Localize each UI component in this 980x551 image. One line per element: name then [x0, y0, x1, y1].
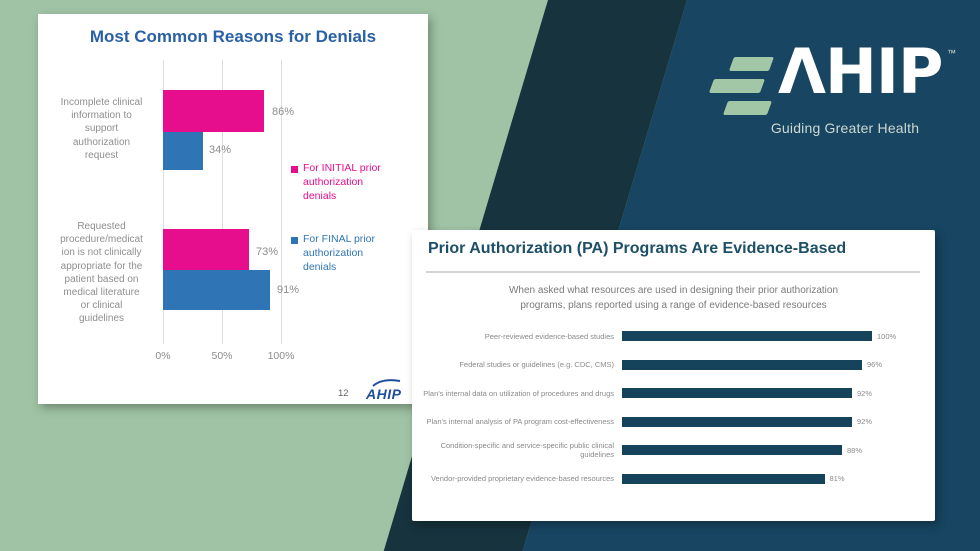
- bar-value: 81%: [829, 474, 845, 484]
- bar-final-not-appropriate: [163, 270, 271, 310]
- bar-value: 100%: [877, 331, 897, 341]
- legend-swatch-initial: [291, 166, 298, 173]
- legend-label-initial: For INITIAL prior authorization denials: [303, 162, 381, 203]
- slide-page-number: 12: [338, 388, 349, 399]
- ahip-footer-swoosh-icon: [372, 379, 401, 387]
- title-divider: [426, 271, 920, 273]
- value-label-91: 91%: [277, 284, 300, 296]
- legend-label-final: For FINAL prior authorization denials: [303, 233, 375, 274]
- ahip-footer-logo: AHIP: [366, 386, 402, 402]
- bar-row: Vendor-provided proprietary evidence-bas…: [412, 465, 935, 494]
- bar-row: Plan's internal data on utilization of p…: [412, 379, 935, 408]
- legend-swatch-final: [291, 237, 298, 244]
- bar-initial-not-appropriate: [163, 229, 250, 270]
- slide-evidence-card: Prior Authorization (PA) Programs Are Ev…: [412, 230, 935, 521]
- bar-initial-incomplete-info: [163, 90, 265, 132]
- value-label-86: 86%: [272, 106, 295, 118]
- value-label-34: 34%: [209, 144, 232, 156]
- bar-row: Peer-reviewed evidence-based studies 100…: [412, 322, 935, 351]
- gridline-100pct: [281, 60, 282, 344]
- evidence-chart-subtitle: When asked what resources are used in de…: [508, 285, 839, 311]
- ahip-logo: ΛHIP ™ Guiding Greater Health: [700, 35, 966, 150]
- bar-row: Condition-specific and service-specific …: [412, 436, 935, 465]
- bar-label: Plan's internal analysis of PA program c…: [426, 417, 615, 427]
- bar-label: Plan's internal data on utilization of p…: [423, 388, 614, 398]
- bar-vendor-resources: [622, 473, 825, 484]
- value-label-73: 73%: [256, 246, 279, 258]
- slide-denials-card: Most Common Reasons for Denials Incomple…: [38, 14, 428, 404]
- bar-row: Federal studies or guidelines (e.g. CDC,…: [412, 351, 935, 380]
- bar-value: 92%: [857, 417, 873, 427]
- bar-label: Peer-reviewed evidence-based studies: [484, 331, 614, 341]
- evidence-bar-chart: Peer-reviewed evidence-based studies 100…: [412, 322, 935, 493]
- bar-label: Federal studies or guidelines (e.g. CDC,…: [459, 360, 614, 370]
- bar-final-incomplete-info: [163, 132, 204, 170]
- gridline-0pct: [163, 60, 164, 344]
- bar-internal-utilization-data: [622, 388, 852, 399]
- ahip-logo-stripe-icon: [728, 57, 774, 71]
- ahip-tagline: Guiding Greater Health: [770, 120, 920, 136]
- bar-cost-effectiveness-analysis: [622, 416, 852, 427]
- bar-label: Vendor-provided proprietary evidence-bas…: [430, 474, 614, 484]
- bar-peer-reviewed: [622, 331, 872, 342]
- x-tick-50: 50%: [211, 350, 233, 362]
- gridline-50pct: [222, 60, 223, 344]
- bar-value: 88%: [847, 445, 863, 455]
- bar-label: Condition-specific and service-specific …: [440, 441, 614, 460]
- ahip-logo-stripe-icon: [722, 101, 772, 115]
- trademark-symbol: ™: [947, 48, 956, 58]
- bar-federal-studies: [622, 359, 862, 370]
- bar-clinical-guidelines: [622, 445, 842, 456]
- bar-value: 92%: [857, 388, 873, 398]
- evidence-chart-title: Prior Authorization (PA) Programs Are Ev…: [428, 240, 847, 257]
- bar-value: 96%: [867, 360, 883, 370]
- category-label-not-clinically-appropriate: Requested procedure/medicat ion is not c…: [60, 221, 143, 325]
- denials-chart-title: Most Common Reasons for Denials: [89, 27, 377, 46]
- x-tick-0: 0%: [155, 350, 171, 362]
- category-label-incomplete-info: Incomplete clinical information to suppo…: [60, 97, 143, 161]
- bar-row: Plan's internal analysis of PA program c…: [412, 408, 935, 437]
- ahip-logo-stripe-icon: [708, 79, 765, 93]
- x-tick-100: 100%: [267, 350, 295, 362]
- ahip-logo-wordmark: ΛHIP: [778, 35, 943, 108]
